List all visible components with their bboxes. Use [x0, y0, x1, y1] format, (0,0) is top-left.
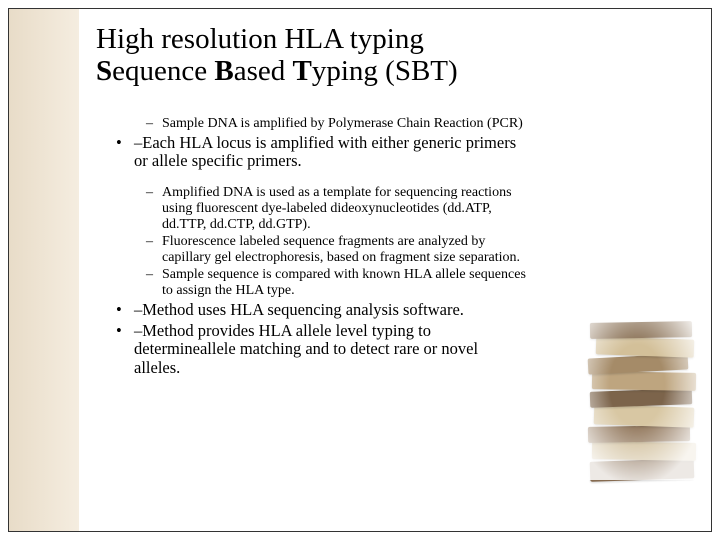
main-list-1: –Each HLA locus is amplified with either…: [116, 134, 526, 171]
sub2-item-1: Fluorescence labeled sequence fragments …: [146, 234, 526, 266]
sub-list-2: Amplified DNA is used as a template for …: [146, 185, 526, 300]
main1-item-0: –Each HLA locus is amplified with either…: [116, 134, 526, 171]
main2-item-1: –Method provides HLA allele level typing…: [116, 322, 526, 377]
sub2-item-2: Sample sequence is compared with known H…: [146, 267, 526, 299]
body-block-2: Amplified DNA is used as a template for …: [96, 185, 526, 378]
slide-content: High resolution HLA typingSequence Based…: [96, 24, 680, 520]
main2-item-0: –Method uses HLA sequencing analysis sof…: [116, 301, 526, 319]
sub1-item-0: Sample DNA is amplified by Polymerase Ch…: [146, 116, 526, 132]
sub2-item-0: Amplified DNA is used as a template for …: [146, 185, 526, 233]
main-list-2: –Method uses HLA sequencing analysis sof…: [116, 301, 526, 377]
slide-title: High resolution HLA typingSequence Based…: [96, 24, 680, 88]
body-block-1: Sample DNA is amplified by Polymerase Ch…: [96, 116, 526, 171]
sub-list-1: Sample DNA is amplified by Polymerase Ch…: [146, 116, 526, 132]
